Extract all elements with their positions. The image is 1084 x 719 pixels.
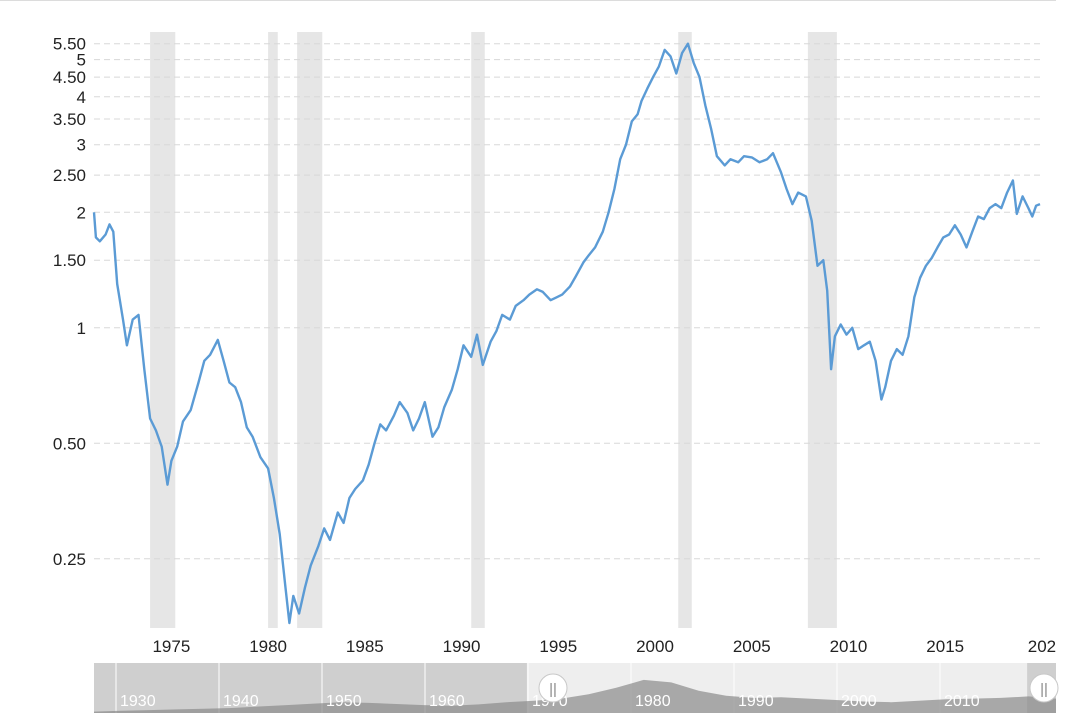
x-tick-label: 1975: [152, 637, 190, 656]
navigator-label: 1940: [223, 693, 259, 710]
navigator-handle-knob[interactable]: [538, 673, 568, 703]
navigator-label: 2010: [944, 693, 980, 710]
navigator-label: 1990: [738, 693, 774, 710]
y-tick-label: 4: [77, 88, 86, 107]
y-tick-label: 2: [77, 203, 86, 222]
x-tick-label: 1985: [346, 637, 384, 656]
navigator-handle-grip: ||: [549, 681, 557, 698]
navigator-area: [94, 679, 1056, 713]
navigator-handle-grip: ||: [1040, 681, 1048, 698]
y-tick-label: 4.50: [53, 68, 86, 87]
navigator-right-handle[interactable]: ||: [1029, 673, 1059, 703]
x-tick-label: 2010: [830, 637, 868, 656]
y-tick-label: 0.50: [53, 434, 86, 453]
navigator-label: 1980: [635, 693, 671, 710]
navigator-handle-knob[interactable]: [1029, 673, 1059, 703]
y-tick-label: 0.25: [53, 550, 86, 569]
y-tick-label: 5.50: [53, 35, 86, 54]
y-tick-label: 3: [77, 136, 86, 155]
y-gridlines: [94, 43, 1040, 560]
recession-band: [807, 32, 837, 628]
recession-band: [678, 32, 692, 628]
series-group: [92, 42, 1041, 625]
x-tick-label: 2000: [636, 637, 674, 656]
y-tick-label: 1.50: [53, 251, 86, 270]
x-tick-label: 1980: [249, 637, 287, 656]
recession-band: [150, 32, 176, 628]
navigator-label: 2000: [841, 693, 877, 710]
top-divider: [0, 0, 1056, 1]
x-tick-label: 2005: [733, 637, 771, 656]
navigator-label: 1950: [326, 693, 362, 710]
recession-band: [471, 32, 485, 628]
x-tick-label: 202: [1028, 637, 1056, 656]
navigator-label: 1960: [429, 693, 465, 710]
series-line: [92, 42, 1041, 625]
x-tick-label: 2015: [926, 637, 964, 656]
recession-bands: [150, 32, 837, 628]
recession-band: [268, 32, 278, 628]
range-navigator[interactable]: 193019401950196019701980199020002010 || …: [94, 663, 1059, 713]
x-axis-tick-labels: 1975 1980 1985 1990 1995 2000 2005 2010 2015 202: [152, 637, 1056, 656]
y-tick-label: 1: [77, 319, 86, 338]
y-tick-label: 2.50: [53, 166, 86, 185]
y-tick-label: 5: [77, 51, 86, 70]
recession-band: [297, 32, 323, 628]
navigator-left-handle[interactable]: ||: [538, 673, 568, 703]
x-tick-label: 1990: [443, 637, 481, 656]
y-tick-label: 3.50: [53, 110, 86, 129]
navigator-label: 1930: [120, 693, 156, 710]
x-tick-label: 1995: [539, 637, 577, 656]
